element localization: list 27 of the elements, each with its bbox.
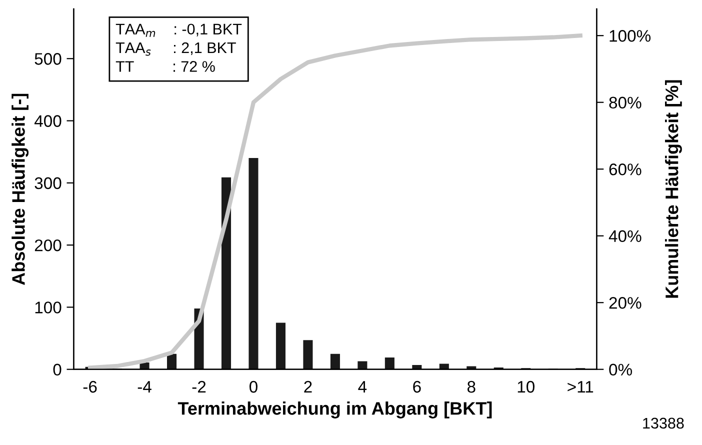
x-tick-label: 10 [518, 380, 534, 393]
y-tick-label: 300 [34, 177, 62, 190]
x-tick-label: 6 [413, 380, 421, 393]
text: 13388 [643, 418, 684, 429]
y2-tick-label: 100% [610, 30, 651, 42]
y-tick-label: 0 [53, 364, 62, 376]
y-axis-title: Absolute Häufigkeit [-] [12, 94, 29, 285]
x-tick-label: 8 [467, 380, 476, 393]
x-tick-label: 4 [358, 381, 367, 393]
y-tick-label: 200 [34, 239, 62, 252]
y2-axis-title: Kumulierte Häufigkeit [%] [665, 80, 682, 298]
y-tick-label: 100 [35, 302, 62, 314]
x-tick-label: -6 [83, 380, 97, 393]
x-tick-label: 2 [304, 380, 312, 393]
text: TAA$_{m}$ : -0,1 BKT TAA$_{s}$ : 2,1 BKT TT : 72 % [116, 24, 242, 72]
x-axis-title: Terminabweichung im Abgang [BKT] [178, 402, 492, 418]
y2-tick-label: 20% [609, 297, 642, 309]
y2-tick-label: 80% [609, 96, 642, 109]
x-tick-label: -4 [138, 381, 152, 393]
x-tick-label: 0 [250, 380, 258, 393]
y2-tick-label: 40% [608, 230, 642, 242]
y-tick-label: 400 [34, 115, 62, 127]
y2-tick-label: 60% [609, 164, 642, 176]
x-tick-label: >11 [568, 381, 594, 393]
y-tick-label: 500 [34, 53, 62, 65]
x-tick-label: -2 [192, 380, 206, 393]
y2-tick-label: 0% [609, 364, 632, 376]
